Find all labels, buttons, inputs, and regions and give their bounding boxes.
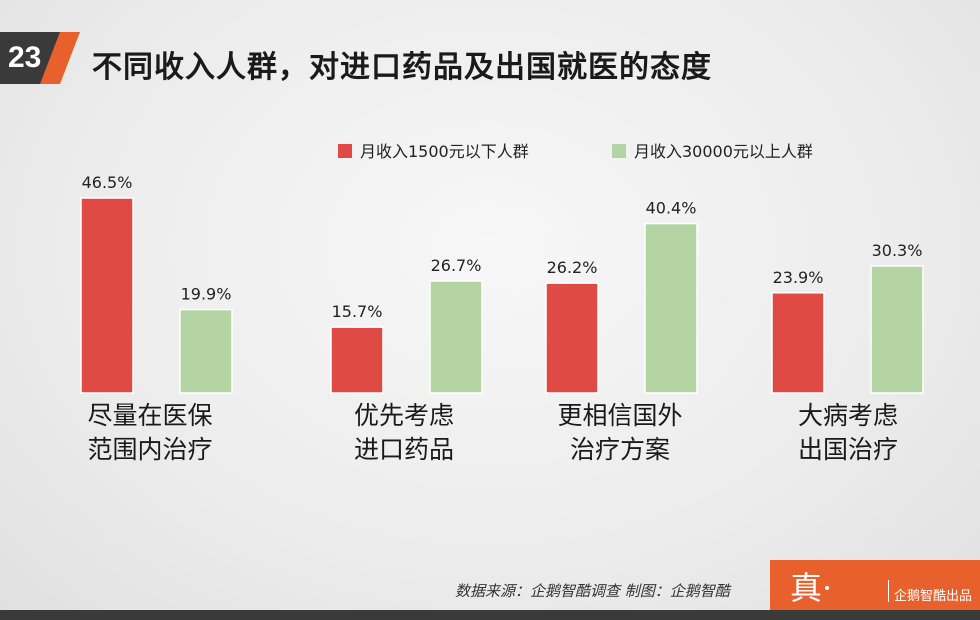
bar-low-2 [545,282,599,394]
bar-high-0 [179,308,233,394]
page-title: 不同收入人群，对进口药品及出国就医的态度 [92,50,712,85]
bar-high-1 [429,280,483,394]
brand-mark: 真· [790,569,833,607]
legend-swatch-1 [612,144,626,158]
bar-low-0 [80,197,134,394]
brand-subtitle: 企鹅智酷出品 [894,589,973,604]
category-label-3-1: 出国治疗 [798,435,898,464]
data-label-high-0: 19.9% [181,285,232,304]
bar-low-3 [771,292,825,394]
category-label-3-0: 大病考虑 [798,401,898,430]
bar-low-1 [330,326,384,394]
data-label-high-3: 30.3% [872,241,923,260]
category-label-0-1: 范围内治疗 [87,435,212,464]
brand-block [770,560,980,610]
data-label-low-2: 26.2% [547,258,598,277]
data-label-low-1: 15.7% [332,302,383,321]
data-label-low-0: 46.5% [82,173,133,192]
legend-swatch-0 [338,144,352,158]
data-label-low-3: 23.9% [773,268,824,287]
bar-high-3 [870,265,924,394]
category-label-1-1: 进口药品 [354,435,454,464]
bar-high-2 [644,222,698,394]
category-label-2-1: 治疗方案 [570,435,670,464]
legend-label-0: 月收入1500元以下人群 [360,142,529,161]
legend-label-1: 月收入30000元以上人群 [634,142,813,161]
data-source: 数据来源：企鹅智酷调查 制图：企鹅智酷 [455,582,730,600]
category-label-1-0: 优先考虑 [354,401,454,430]
bottom-bar [0,610,980,620]
category-label-2-0: 更相信国外 [557,401,682,430]
category-label-0-0: 尽量在医保 [87,401,212,430]
data-label-high-1: 26.7% [431,256,482,275]
brand-separator [888,580,889,602]
data-label-high-2: 40.4% [646,199,697,218]
